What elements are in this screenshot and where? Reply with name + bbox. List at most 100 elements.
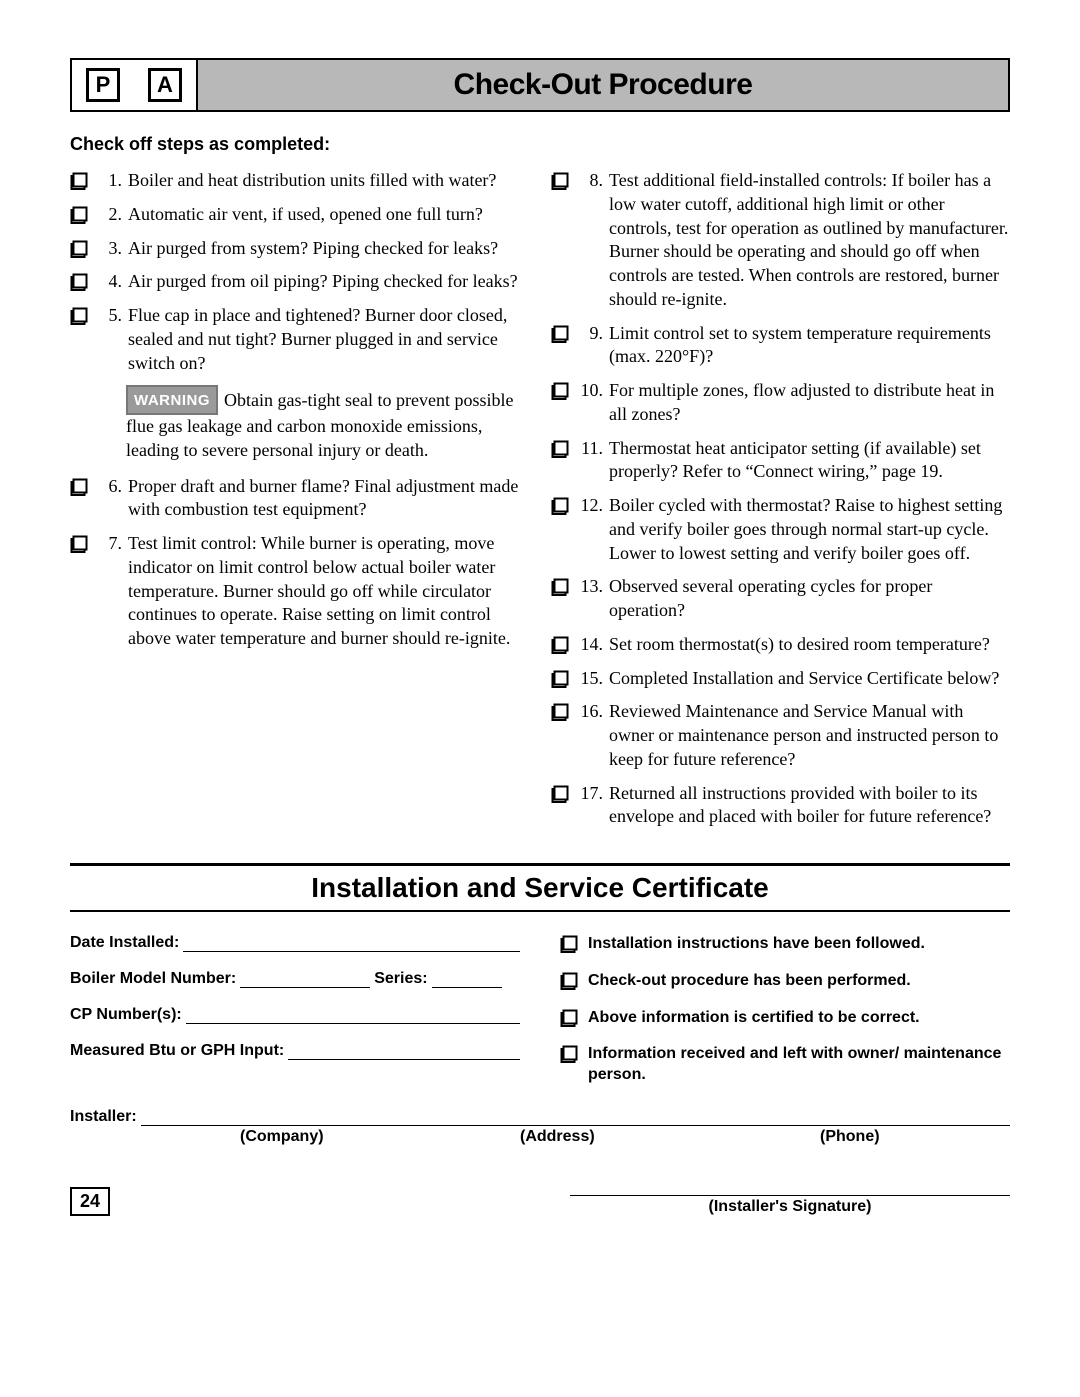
item-text: Completed Installation and Service Certi… [609, 667, 1010, 691]
item-text: Observed several operating cycles for pr… [609, 575, 1010, 623]
checklist-item: 16.Reviewed Maintenance and Service Manu… [551, 700, 1010, 771]
cp-number-field[interactable]: CP Number(s): [70, 1006, 520, 1024]
checklist-item: 8.Test additional field-installed contro… [551, 169, 1010, 312]
checkbox-icon[interactable] [551, 172, 569, 190]
page-title: Check-Out Procedure [198, 60, 1008, 110]
page-number: 24 [70, 1187, 110, 1216]
checkbox-icon[interactable] [560, 1009, 578, 1027]
item-number: 14. [577, 633, 603, 657]
warning-block: WARNINGObtain gas-tight seal to prevent … [126, 385, 529, 462]
item-number: 7. [96, 532, 122, 556]
btu-input-label: Measured Btu or GPH Input: [70, 1042, 284, 1060]
col-address: (Address) [520, 1128, 820, 1146]
checkbox-icon[interactable] [560, 1045, 578, 1063]
item-text: Test additional field-installed controls… [609, 169, 1010, 312]
divider [70, 910, 1010, 912]
item-text: Reviewed Maintenance and Service Manual … [609, 700, 1010, 771]
signature-label: (Installer's Signature) [570, 1198, 1010, 1216]
item-text: Limit control set to system temperature … [609, 322, 1010, 370]
item-number: 5. [96, 304, 122, 328]
checklist-item: 7.Test limit control: While burner is op… [70, 532, 529, 651]
checkbox-icon[interactable] [551, 578, 569, 596]
checkbox-icon[interactable] [70, 478, 88, 496]
checkbox-icon[interactable] [70, 307, 88, 325]
checklist-item: 12.Boiler cycled with thermostat? Raise … [551, 494, 1010, 565]
checklist-item: 13.Observed several operating cycles for… [551, 575, 1010, 623]
item-text: Boiler cycled with thermostat? Raise to … [609, 494, 1010, 565]
item-number: 16. [577, 700, 603, 724]
item-number: 2. [96, 203, 122, 227]
checkbox-icon[interactable] [551, 785, 569, 803]
checklist-item: 5.Flue cap in place and tightened? Burne… [70, 304, 529, 375]
checklist-right: 8.Test additional field-installed contro… [551, 169, 1010, 839]
checkbox-icon[interactable] [70, 240, 88, 258]
item-number: 12. [577, 494, 603, 518]
item-text: Test limit control: While burner is oper… [128, 532, 529, 651]
checklist-item: 2.Automatic air vent, if used, opened on… [70, 203, 529, 227]
header-icon-a: A [148, 68, 182, 102]
header-icon-p: P [86, 68, 120, 102]
certificate-check-text: Check-out procedure has been performed. [588, 971, 911, 992]
item-text: Set room thermostat(s) to desired room t… [609, 633, 1010, 657]
checklist-item: 4.Air purged from oil piping? Piping che… [70, 270, 529, 294]
col-company: (Company) [240, 1128, 520, 1146]
checkbox-icon[interactable] [551, 703, 569, 721]
checkbox-icon[interactable] [70, 172, 88, 190]
checkbox-icon[interactable] [560, 935, 578, 953]
checklist-left: 1.Boiler and heat distribution units fil… [70, 169, 529, 839]
item-text: Air purged from system? Piping checked f… [128, 237, 529, 261]
item-text: Thermostat heat anticipator setting (if … [609, 437, 1010, 485]
date-installed-label: Date Installed: [70, 934, 179, 952]
checkbox-icon[interactable] [551, 325, 569, 343]
certificate-right: Installation instructions have been foll… [560, 934, 1010, 1102]
installer-field[interactable]: Installer: [70, 1108, 1010, 1126]
checklist-item: 1.Boiler and heat distribution units fil… [70, 169, 529, 193]
item-text: Air purged from oil piping? Piping check… [128, 270, 529, 294]
checkbox-icon[interactable] [551, 497, 569, 515]
item-number: 11. [577, 437, 603, 461]
checklist-item: 3.Air purged from system? Piping checked… [70, 237, 529, 261]
checkbox-icon[interactable] [551, 670, 569, 688]
warning-label: WARNING [134, 392, 210, 409]
certificate-check-text: Information received and left with owner… [588, 1044, 1010, 1086]
model-number-field[interactable]: Boiler Model Number: Series: [70, 970, 520, 988]
certificate-check-text: Installation instructions have been foll… [588, 934, 925, 955]
checkbox-icon[interactable] [70, 206, 88, 224]
certificate-check-text: Above information is certified to be cor… [588, 1008, 920, 1029]
checklist-item: 17.Returned all instructions provided wi… [551, 782, 1010, 830]
item-text: For multiple zones, flow adjusted to dis… [609, 379, 1010, 427]
signature-block[interactable]: (Installer's Signature) [570, 1182, 1010, 1216]
checkbox-icon[interactable] [551, 382, 569, 400]
model-number-label: Boiler Model Number: [70, 970, 236, 988]
checkbox-icon[interactable] [560, 972, 578, 990]
checkbox-icon[interactable] [70, 273, 88, 291]
page-footer: 24 (Installer's Signature) [70, 1182, 1010, 1216]
item-text: Flue cap in place and tightened? Burner … [128, 304, 529, 375]
checkbox-icon[interactable] [551, 636, 569, 654]
item-number: 10. [577, 379, 603, 403]
item-number: 15. [577, 667, 603, 691]
checklist-item: 14.Set room thermostat(s) to desired roo… [551, 633, 1010, 657]
installer-label: Installer: [70, 1108, 137, 1126]
series-label: Series: [374, 970, 427, 988]
item-number: 9. [577, 322, 603, 346]
checkbox-icon[interactable] [551, 440, 569, 458]
installer-column-labels: (Company) (Address) (Phone) [70, 1128, 1010, 1146]
certificate-check-item: Above information is certified to be cor… [560, 1008, 1010, 1029]
checklist-item: 6.Proper draft and burner flame? Final a… [70, 475, 529, 523]
item-number: 1. [96, 169, 122, 193]
certificate-grid: Date Installed: Boiler Model Number: Ser… [70, 934, 1010, 1102]
item-number: 17. [577, 782, 603, 806]
certificate-check-item: Check-out procedure has been performed. [560, 971, 1010, 992]
item-number: 6. [96, 475, 122, 499]
checkbox-icon[interactable] [70, 535, 88, 553]
btu-input-field[interactable]: Measured Btu or GPH Input: [70, 1042, 520, 1060]
checklist-item: 15.Completed Installation and Service Ce… [551, 667, 1010, 691]
checklist-item: 10.For multiple zones, flow adjusted to … [551, 379, 1010, 427]
item-text: Proper draft and burner flame? Final adj… [128, 475, 529, 523]
header-icons: P A [72, 60, 198, 110]
certificate-check-item: Installation instructions have been foll… [560, 934, 1010, 955]
checklist-columns: 1.Boiler and heat distribution units fil… [70, 169, 1010, 839]
checklist-item: 11.Thermostat heat anticipator setting (… [551, 437, 1010, 485]
date-installed-field[interactable]: Date Installed: [70, 934, 520, 952]
